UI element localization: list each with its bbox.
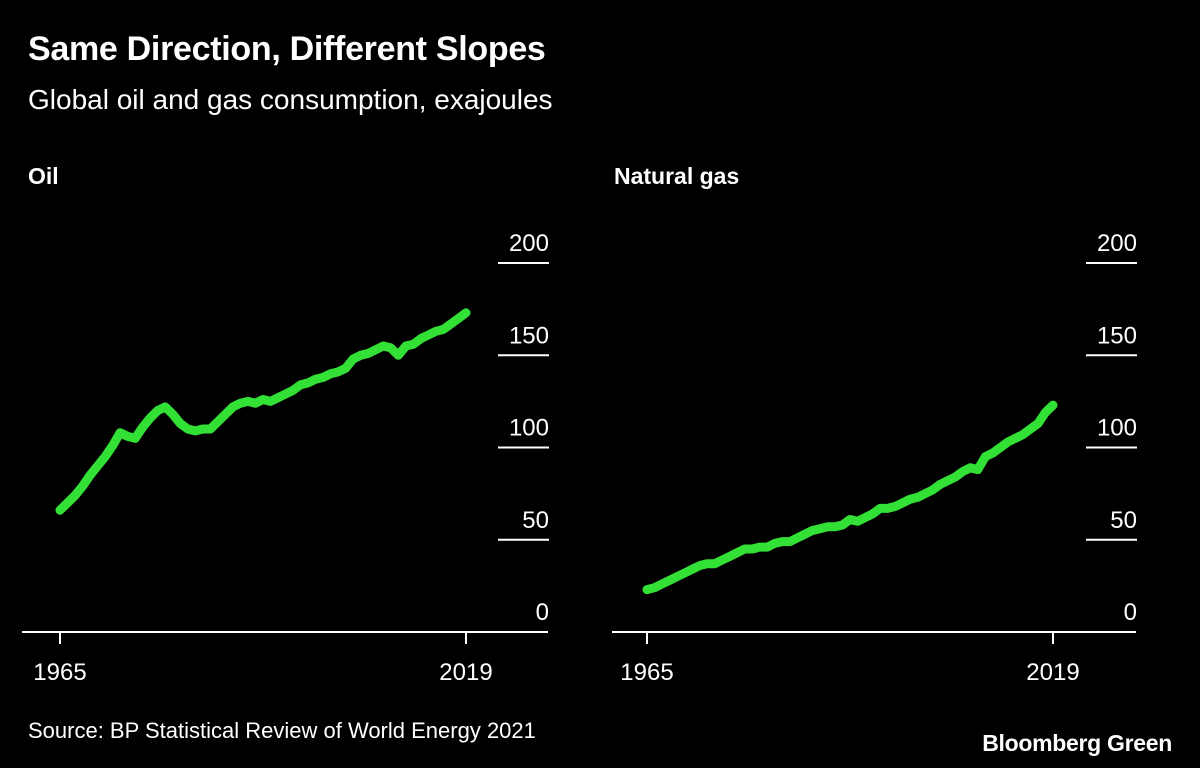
brand-logo: Bloomberg Green bbox=[982, 730, 1172, 756]
oil-y-tick-label: 0 bbox=[536, 599, 549, 626]
source-note: Source: BP Statistical Review of World E… bbox=[28, 718, 536, 743]
chart-title: Same Direction, Different Slopes bbox=[28, 30, 546, 68]
oil-y-tick-label: 50 bbox=[522, 507, 549, 534]
oil-x-tick-label: 2019 bbox=[439, 659, 492, 686]
chart-subtitle: Global oil and gas consumption, exajoule… bbox=[28, 84, 553, 115]
gas-y-tick-label: 200 bbox=[1097, 230, 1137, 257]
gas-chart: 0 50 100 150 200 1965 2019 bbox=[612, 230, 1137, 686]
gas-y-tick-label: 50 bbox=[1110, 507, 1137, 534]
gas-y-tick-label: 100 bbox=[1097, 415, 1137, 442]
oil-y-tick-label: 100 bbox=[509, 415, 549, 442]
oil-x-tick-label: 1965 bbox=[33, 659, 86, 686]
oil-y-tick-label: 150 bbox=[509, 322, 549, 349]
gas-x-tick-label: 1965 bbox=[620, 659, 673, 686]
oil-y-tick-label: 200 bbox=[509, 230, 549, 257]
gas-x-tick-label: 2019 bbox=[1026, 659, 1079, 686]
oil-series-line bbox=[55, 308, 471, 515]
oil-panel-title: Oil bbox=[28, 163, 59, 189]
gas-series-line bbox=[642, 400, 1058, 595]
gas-panel-title: Natural gas bbox=[614, 163, 740, 189]
oil-chart: 0 50 100 150 200 1965 2019 bbox=[22, 230, 549, 686]
gas-y-tick-label: 0 bbox=[1124, 599, 1137, 626]
gas-y-tick-label: 150 bbox=[1097, 322, 1137, 349]
